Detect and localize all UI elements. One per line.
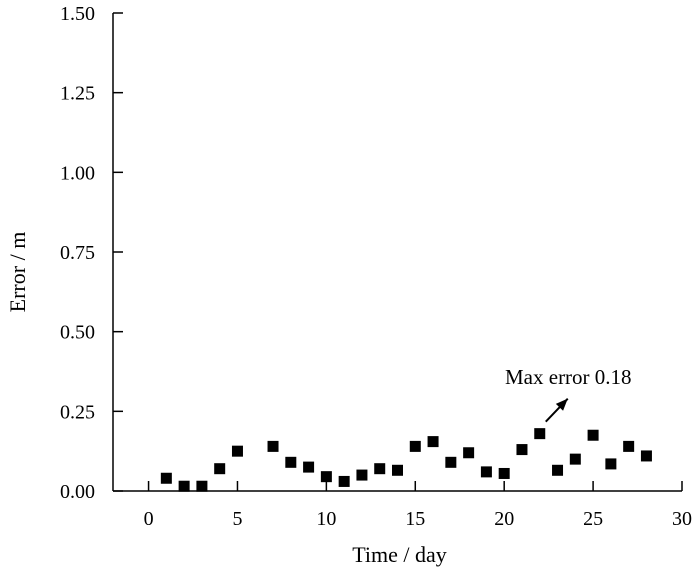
- data-point: [463, 447, 475, 459]
- data-point: [587, 429, 599, 441]
- x-tick-label: 10: [316, 508, 336, 530]
- annotation: Max error 0.18: [505, 365, 632, 423]
- data-point: [178, 480, 190, 492]
- data-point: [623, 440, 635, 452]
- data-point: [320, 471, 332, 483]
- data-point: [196, 480, 208, 492]
- y-axis-title: Error / m: [5, 232, 30, 313]
- data-point: [267, 440, 279, 452]
- y-tick-label: 1.25: [60, 83, 95, 105]
- annotation-arrow-head: [555, 398, 568, 411]
- x-tick-label: 5: [232, 508, 242, 530]
- y-tick-label: 0.50: [60, 322, 95, 344]
- x-tick-label: 0: [144, 508, 154, 530]
- data-point: [392, 464, 403, 476]
- data-point: [409, 440, 421, 452]
- data-point: [374, 463, 386, 475]
- y-tick-label: 0.75: [60, 242, 95, 264]
- axes: [112, 13, 682, 492]
- x-axis-title: Time / day: [352, 542, 447, 567]
- y-tick-label: 1.00: [60, 162, 95, 184]
- annotation-text: Max error 0.18: [505, 365, 632, 389]
- x-tick-label: 15: [405, 508, 425, 530]
- data-points: [160, 428, 652, 492]
- data-point: [338, 475, 350, 487]
- data-point: [303, 461, 315, 473]
- data-point: [285, 456, 297, 468]
- y-tick-label: 0.25: [60, 401, 95, 423]
- data-point: [445, 456, 457, 468]
- data-point: [214, 463, 226, 475]
- x-tick-label: 30: [672, 508, 692, 530]
- x-tick-label: 25: [583, 508, 603, 530]
- data-point: [231, 445, 243, 457]
- data-point: [356, 469, 368, 481]
- data-point: [480, 466, 492, 478]
- y-tick-label: 0.00: [60, 481, 95, 503]
- x-tick-label: 20: [494, 508, 514, 530]
- data-point: [640, 450, 652, 462]
- data-point: [552, 464, 564, 476]
- data-point: [516, 444, 528, 456]
- data-point: [498, 467, 510, 479]
- ticks: 0.00 0.25 0.50 0.75 1.00 1.25 1.50 0 5 10 15 20 25 30: [60, 3, 692, 530]
- data-point: [605, 458, 617, 470]
- data-point: [160, 472, 172, 484]
- y-tick-label: 1.50: [60, 3, 95, 25]
- data-point: [427, 436, 439, 448]
- data-point: [569, 453, 581, 465]
- data-point: [534, 428, 546, 440]
